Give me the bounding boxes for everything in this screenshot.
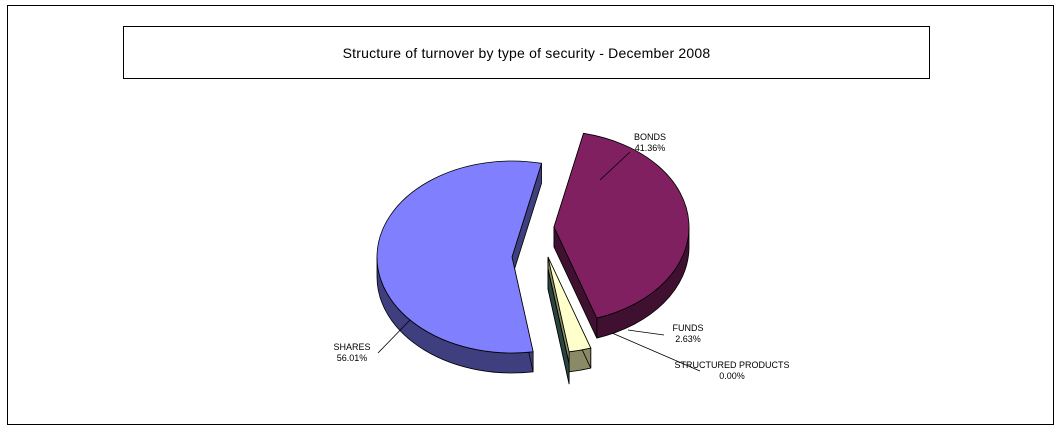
slice-value-label: 41.36% (635, 143, 666, 153)
slice-value-label: 0.00% (719, 371, 745, 381)
slice-name-label: BONDS (634, 132, 666, 142)
slice-value-label: 2.63% (675, 334, 701, 344)
slice-value-label: 56.01% (337, 353, 368, 363)
slice-name-label: SHARES (333, 342, 370, 352)
leader-line-shares (378, 320, 410, 353)
leader-line-funds (628, 330, 664, 335)
slice-name-label: FUNDS (673, 323, 704, 333)
slice-name-label: STRUCTURED PRODUCTS (674, 360, 789, 370)
